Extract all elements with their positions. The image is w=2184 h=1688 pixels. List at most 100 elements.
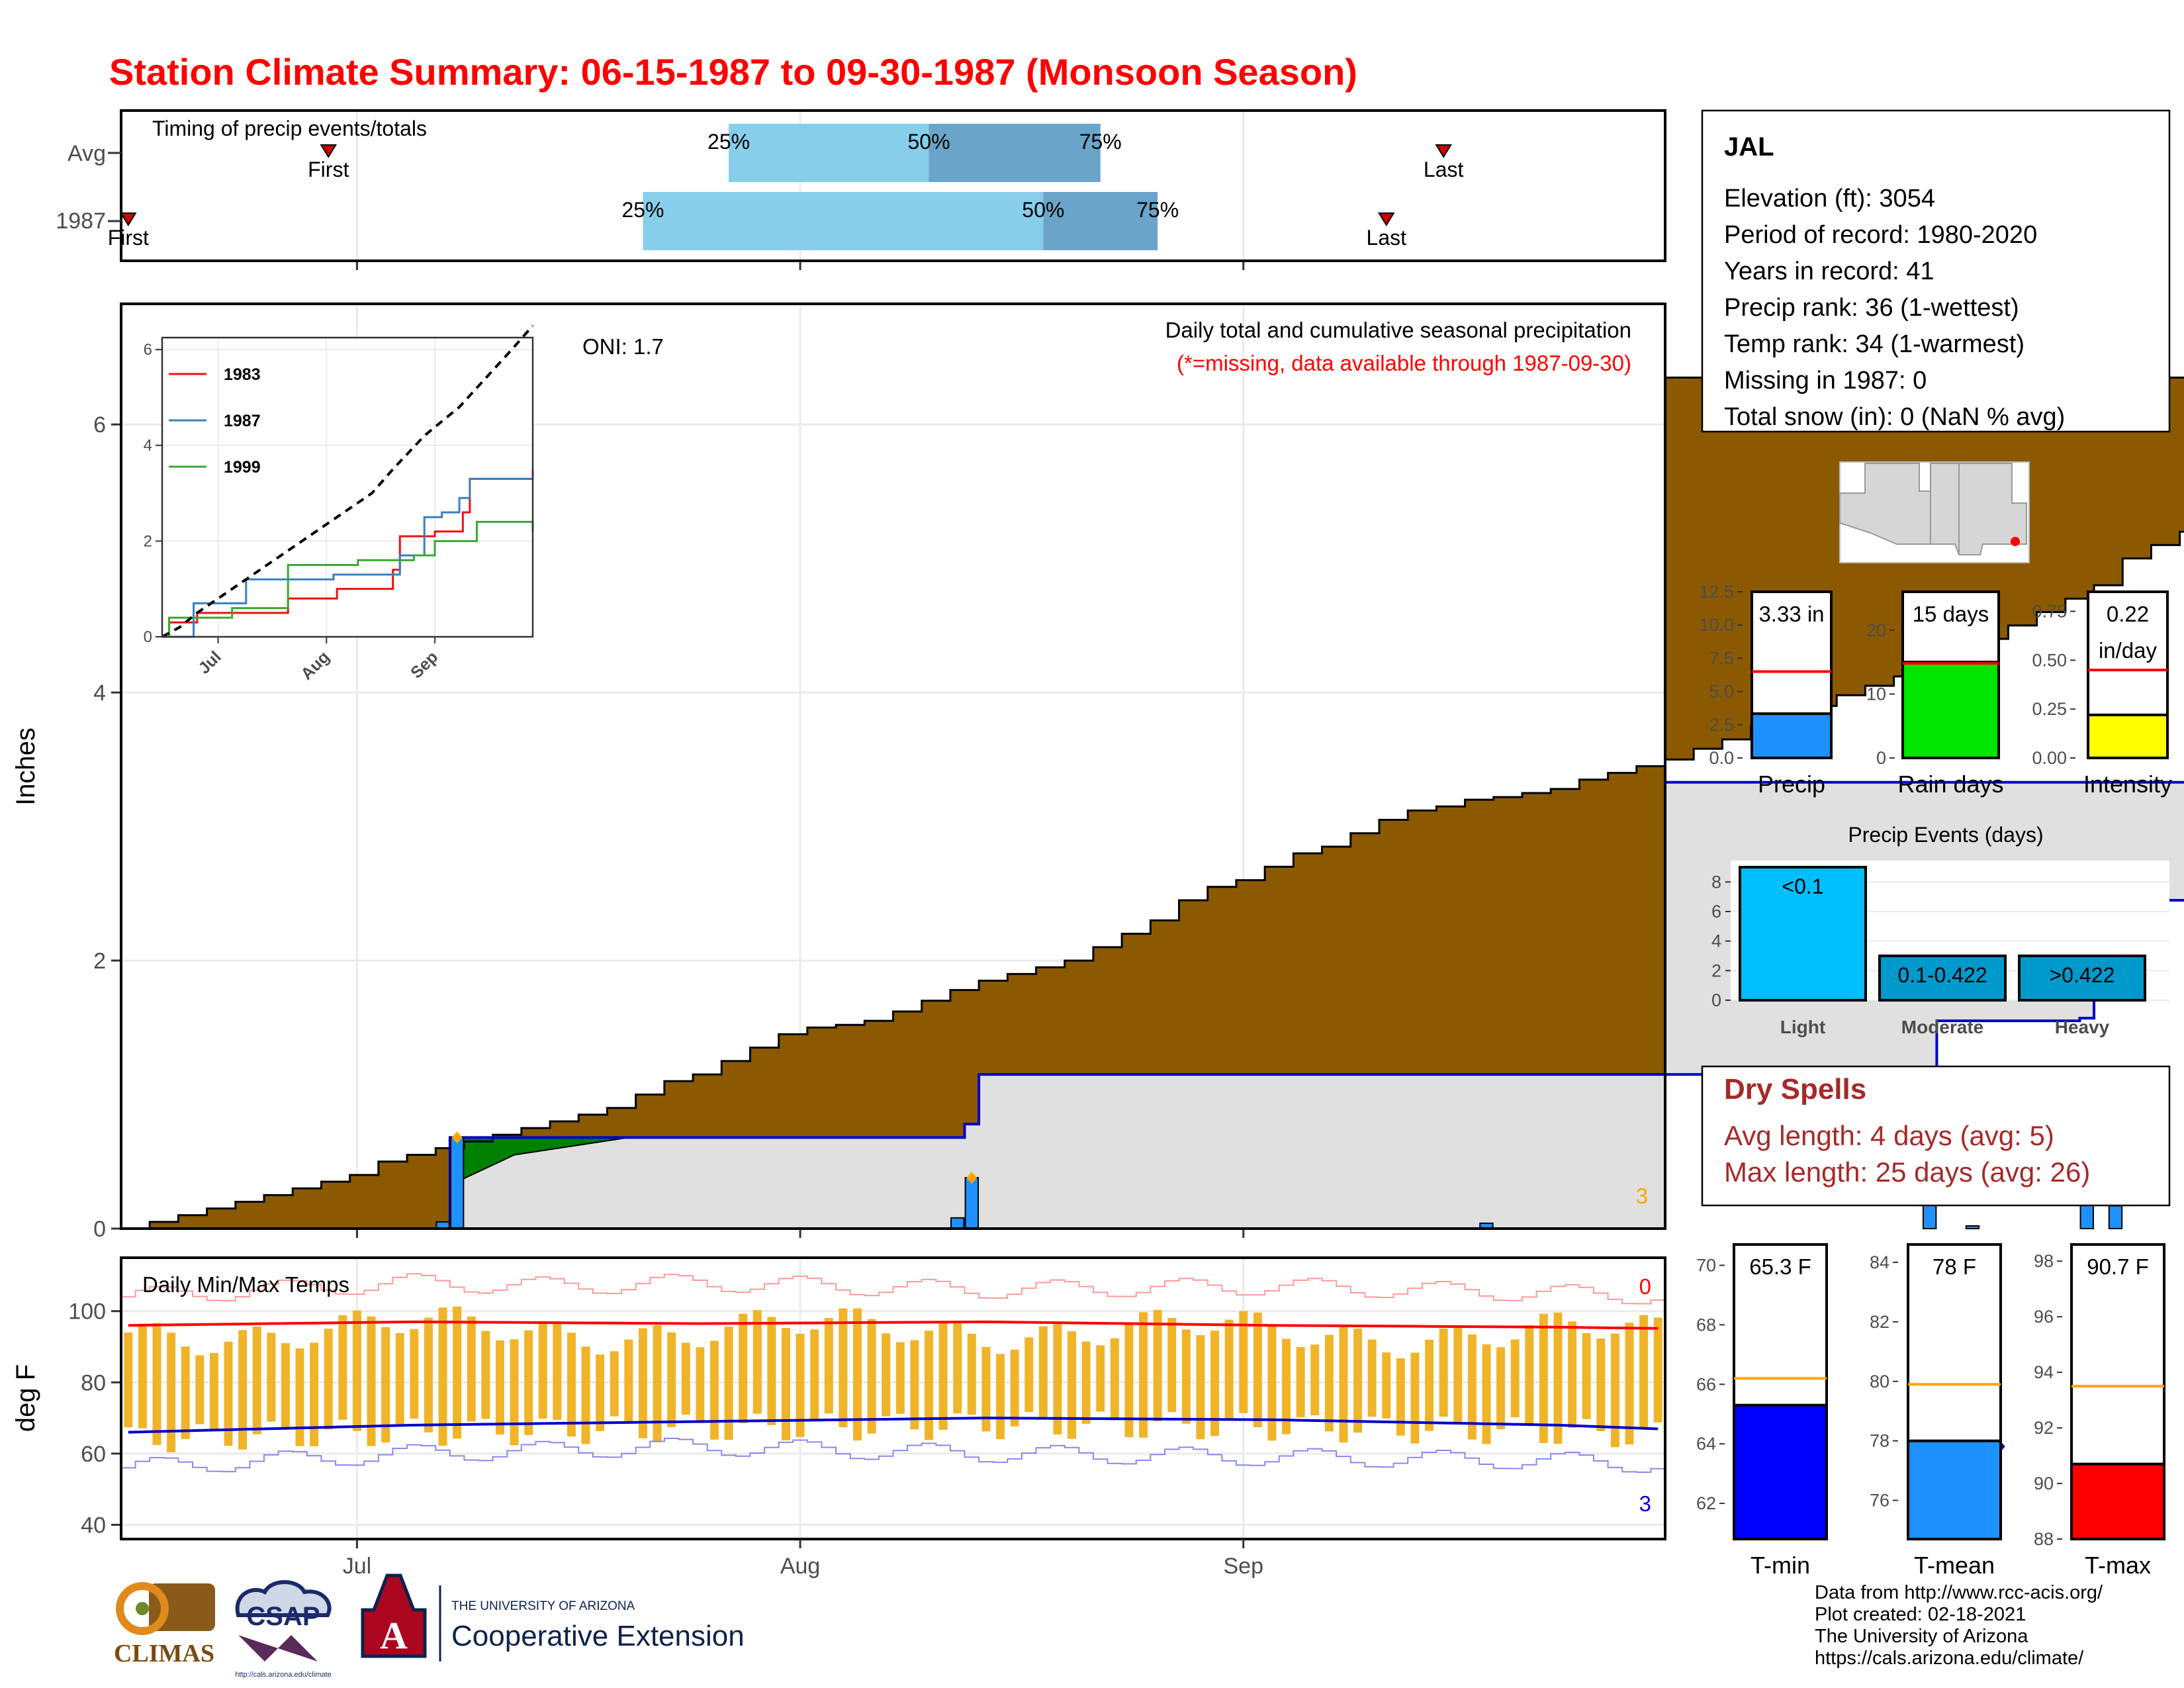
daily-temp-range-bar: [310, 1342, 319, 1446]
month-label: Aug: [780, 1554, 821, 1579]
daily-temp-range-bar: [1410, 1352, 1420, 1444]
daily-temp-range-bar: [752, 1310, 762, 1414]
precip-tick-label: 6: [93, 412, 106, 438]
daily-temp-range-bar: [1639, 1315, 1649, 1428]
precip-panel-frame: [120, 303, 1666, 1230]
mini-value-bar: [1733, 1403, 1828, 1541]
events-tick-label: 4: [1711, 931, 1721, 951]
station-info-line: Total snow (in): 0 (NaN % avg): [1724, 403, 2065, 431]
mini-value-label: 78 F: [1933, 1254, 1976, 1279]
daily-temp-range-bar: [681, 1342, 690, 1415]
event-marker-icon: [1377, 212, 1395, 226]
mini-tick-label: 76: [1870, 1491, 1889, 1511]
quartile-bar-50-75: [1043, 192, 1158, 250]
daily-temp-range-bar: [596, 1354, 605, 1431]
mini-tick-label: 0.00: [2032, 748, 2067, 768]
daily-temp-range-bar: [1068, 1331, 1077, 1439]
daily-temp-range-bar: [925, 1331, 933, 1440]
daily-temp-range-bar: [882, 1333, 891, 1417]
ua-logo-big: Cooperative Extension: [451, 1620, 745, 1652]
mini-value-bar: [2087, 714, 2169, 759]
daily-temp-range-bar: [1625, 1323, 1634, 1444]
inset-chart: 0 2 4 6 Jul Aug Sep 1983 1987 1999: [144, 324, 534, 684]
mini-tick-label: 82: [1870, 1312, 1889, 1332]
dry-spells-avg: Avg length: 4 days (avg: 5): [1724, 1120, 2054, 1151]
daily-temp-range-bar: [1139, 1312, 1148, 1438]
daily-temp-range-bar: [553, 1322, 562, 1420]
daily-temp-range-bar: [1196, 1335, 1205, 1440]
quartile-bar-25-50: [729, 124, 929, 182]
side-charts: 0.02.55.07.510.012.53.33 inPrecip0102015…: [1696, 582, 2172, 1579]
daily-temp-range-bar: [1539, 1313, 1548, 1443]
credits: Data from http://www.rcc-acis.org/ Plot …: [1815, 1582, 2103, 1669]
precip-tick-label: 4: [93, 680, 106, 706]
mini-tick-label: 0: [1876, 748, 1886, 768]
daily-temp-range-bar: [510, 1339, 519, 1446]
daily-temp-range-bar: [1010, 1349, 1019, 1427]
avg-tmax-line: [128, 1320, 1659, 1330]
mini-tick-label: 0.0: [1709, 748, 1734, 768]
daily-temp-range-bar: [1038, 1326, 1048, 1417]
event-category-label: Heavy: [2055, 1017, 2110, 1037]
daily-temp-range-bar: [910, 1340, 919, 1430]
daily-temp-range-bar: [810, 1329, 819, 1420]
daily-temp-range-bar: [1296, 1346, 1305, 1418]
cumulative-1987-line: [121, 780, 2184, 1230]
record-high-line: [121, 1273, 1665, 1305]
missing-marker-icon: [451, 1131, 463, 1144]
temp-ylabel: deg F: [11, 1364, 40, 1432]
event-marker-icon: [120, 212, 137, 226]
mini-tick-label: 2.5: [1709, 715, 1734, 735]
daily-precip-bar: [1965, 1225, 1980, 1229]
mini-value-bar: [1901, 661, 2000, 760]
daily-temp-range-bar: [824, 1318, 833, 1414]
inset-tick-label: 4: [144, 437, 152, 455]
daily-temp-range-bar: [981, 1346, 991, 1432]
event-bar-label: <0.1: [1782, 874, 1823, 898]
mini-tick-label: 0.25: [2032, 699, 2067, 719]
daily-temp-range-bar: [538, 1322, 547, 1419]
daily-temp-range-bar: [1181, 1329, 1191, 1424]
station-info-line: Elevation (ft): 3054: [1724, 185, 1935, 212]
event-label: First: [108, 226, 149, 250]
mini-value-label: 3.33 in: [1758, 602, 1824, 626]
daily-temp-range-bar: [281, 1343, 290, 1430]
event-category-label: Moderate: [1901, 1017, 1983, 1037]
timing-panel-frame: [120, 109, 1666, 262]
mini-tick-label: 80: [1870, 1372, 1889, 1391]
daily-temp-range-bar: [853, 1308, 862, 1441]
temp-tick-label: 40: [81, 1513, 106, 1538]
daily-temp-range-bar: [1396, 1358, 1405, 1436]
daily-temp-range-bar: [667, 1332, 676, 1427]
inset-frame: [161, 336, 534, 638]
quartile-label: 25%: [621, 198, 664, 222]
mini-tick-label: 70: [1696, 1255, 1716, 1275]
events-tick-label: 2: [1711, 961, 1721, 980]
mini-value-label: in/day: [2099, 638, 2158, 663]
map-region: [1839, 463, 2027, 555]
event-category-label: Light: [1780, 1017, 1825, 1037]
inset-tick-label: 0: [144, 628, 152, 646]
mini-tick-label: 64: [1696, 1434, 1716, 1454]
mini-tick-label: 7.5: [1709, 648, 1734, 668]
station-info-line: Temp rank: 34 (1-warmest): [1724, 330, 2025, 358]
mini-tick-label: 20: [1866, 620, 1886, 640]
daily-temp-range-bar: [195, 1355, 205, 1425]
csap-logo-text: CSAP: [246, 1602, 320, 1631]
timing-row-label: 1987: [56, 209, 106, 234]
daily-temp-range-bar: [495, 1340, 504, 1435]
daily-temp-range-bar: [1110, 1338, 1119, 1421]
events-chart-title: Precip Events (days): [1848, 823, 2043, 847]
event-label: Last: [1424, 158, 1464, 181]
mini-value-bar: [2070, 1462, 2165, 1540]
daily-temp-range-bar: [138, 1323, 147, 1429]
daily-temp-range-bar: [1024, 1337, 1034, 1413]
daily-temp-range-bar: [1324, 1335, 1334, 1432]
daily-temp-range-bar: [1553, 1312, 1563, 1444]
quartile-label: 75%: [1079, 130, 1122, 154]
daily-temp-range-bar: [410, 1329, 419, 1419]
event-count-bar: [2018, 955, 2146, 1002]
daily-temp-range-bar: [696, 1347, 705, 1423]
temp-panel-frame: [120, 1256, 1666, 1540]
